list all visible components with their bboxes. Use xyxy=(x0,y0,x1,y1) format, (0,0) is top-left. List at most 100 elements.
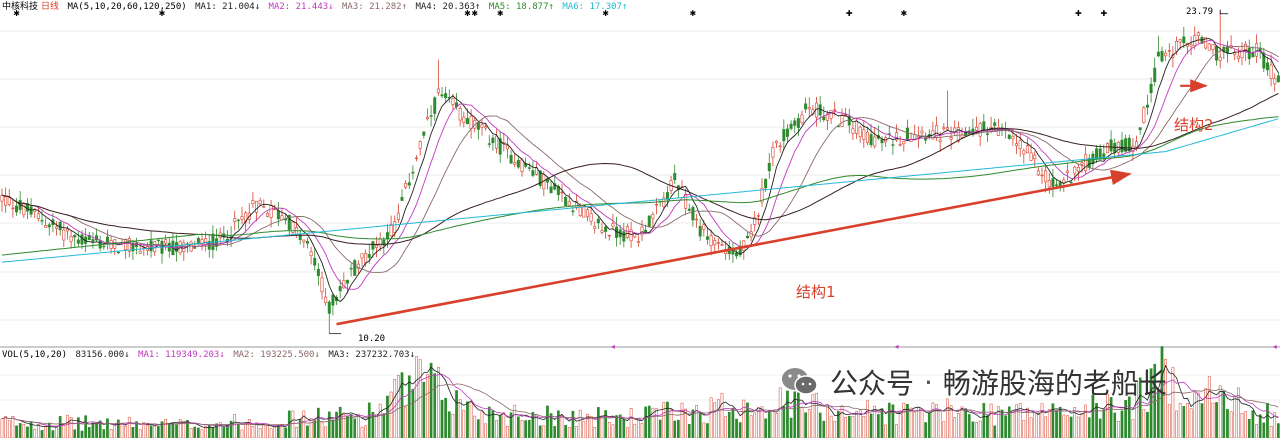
volume-bar xyxy=(382,413,386,439)
candle-body xyxy=(36,213,40,219)
candle-body xyxy=(156,239,160,242)
volume-bar xyxy=(560,415,564,439)
candle-body xyxy=(124,239,128,250)
volume-bar xyxy=(1251,410,1255,439)
candle-body xyxy=(1047,180,1051,188)
candle-body xyxy=(716,242,720,244)
volume-bar xyxy=(309,418,313,439)
volume-bar xyxy=(920,410,924,439)
volume-bar xyxy=(15,425,18,439)
volume-bar xyxy=(1033,412,1037,439)
volume-bar xyxy=(444,397,447,439)
volume-bar xyxy=(1037,413,1040,439)
volume-bar xyxy=(193,426,197,439)
event-marker-icon: ✱ xyxy=(159,9,166,18)
volume-bar xyxy=(709,397,713,439)
volume-bar xyxy=(807,409,811,439)
volume-bar xyxy=(1193,392,1197,439)
candle-body xyxy=(382,239,386,246)
candle-body xyxy=(938,139,942,143)
volume-bar xyxy=(546,405,549,439)
volume-bar xyxy=(506,425,509,439)
volume-bar xyxy=(844,417,847,439)
candle-body xyxy=(367,254,371,258)
volume-bar xyxy=(138,429,142,439)
candle-body xyxy=(713,240,717,245)
candle-body xyxy=(756,215,760,217)
candle-body xyxy=(509,155,513,164)
volume-bar xyxy=(124,425,127,439)
volume-bar xyxy=(433,373,437,439)
ma-spec: MA(5,10,20,60,120,250) xyxy=(67,2,187,12)
candle-body xyxy=(702,224,706,230)
volume-bar xyxy=(357,413,360,439)
candle-body xyxy=(1196,32,1200,36)
candle-body xyxy=(829,110,833,119)
candle-body xyxy=(891,144,895,146)
candle-body xyxy=(1051,178,1055,187)
candle-body xyxy=(138,250,142,254)
volume-bar xyxy=(986,415,989,439)
ma20-line xyxy=(1,45,1279,274)
candle-body xyxy=(76,239,80,244)
ma2-value: MA2: 21.443↓ xyxy=(268,2,334,12)
volume-bar xyxy=(669,409,673,439)
volume-bar xyxy=(429,362,433,439)
candle-body xyxy=(753,217,757,225)
vol-ma20-line xyxy=(1,383,1279,426)
candle-body xyxy=(571,210,575,213)
volume-bar xyxy=(40,430,44,439)
high-leader-line xyxy=(1219,9,1229,15)
volume-bar xyxy=(1197,392,1200,439)
candle-body xyxy=(465,118,469,125)
period-marker-icon: ◂ xyxy=(611,342,615,351)
candle-body xyxy=(269,204,273,218)
volume-bar xyxy=(589,416,593,439)
volume-bar xyxy=(557,410,560,439)
vol-spec: VOL(5,10,20) xyxy=(2,350,68,360)
candle-body xyxy=(629,229,633,242)
volume-bar xyxy=(724,416,727,439)
volume-bar xyxy=(1211,402,1215,439)
candle-body xyxy=(516,159,520,168)
volume-bar xyxy=(1222,390,1226,439)
volume-bar xyxy=(862,416,866,439)
ma4-value: MA4: 20.363↑ xyxy=(415,2,481,12)
volume-bar xyxy=(335,411,338,439)
candle-body xyxy=(1033,154,1037,160)
volume-bar xyxy=(451,413,455,439)
candle-body xyxy=(276,210,280,220)
volume-bar xyxy=(455,390,458,439)
volume-bar xyxy=(171,422,175,439)
candle-body xyxy=(15,205,19,213)
candle-body xyxy=(498,138,502,155)
candle-body xyxy=(102,245,106,248)
volume-bar xyxy=(33,428,37,439)
volume-bar xyxy=(917,407,920,439)
volume-bar xyxy=(1142,409,1146,439)
candle-body xyxy=(745,235,749,239)
volume-bar xyxy=(1117,421,1120,439)
price-panel[interactable]: ✱ ✱ ✱ ✱ ✱ ✱ ✱ ✚ ✱ ✚ ✚◂ ◂ ◂ xyxy=(0,9,1280,351)
candle-body xyxy=(313,257,317,266)
candle-body xyxy=(596,218,600,224)
volume-bar xyxy=(1182,406,1186,439)
volume-bar xyxy=(37,424,40,439)
volume-bar xyxy=(957,413,960,439)
candle-body xyxy=(127,238,131,252)
candle-body xyxy=(1233,52,1237,56)
volume-bar xyxy=(1084,404,1087,439)
volume-bar xyxy=(647,405,651,439)
candle-body xyxy=(1029,152,1033,161)
candle-body xyxy=(1276,75,1280,83)
candle-body xyxy=(1025,145,1029,154)
volume-bar xyxy=(622,419,626,439)
candle-body xyxy=(505,145,509,150)
candle-body xyxy=(560,191,564,194)
candle-body xyxy=(491,137,495,144)
volume-bar xyxy=(18,423,22,439)
candle-body xyxy=(825,113,829,121)
volume-bar xyxy=(91,423,95,439)
volume-bar xyxy=(942,421,946,439)
